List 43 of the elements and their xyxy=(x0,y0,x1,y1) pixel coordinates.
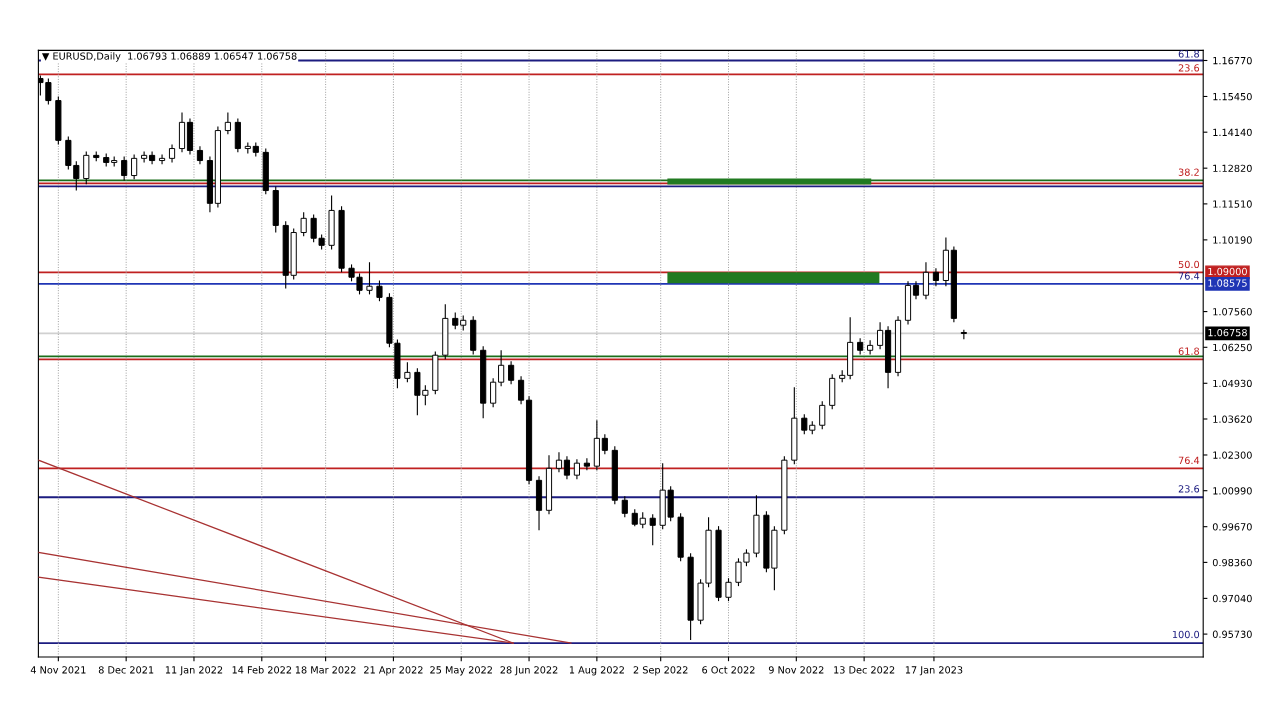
y-tick-label: 0.95730 xyxy=(1212,630,1252,638)
y-tick-label: 1.02300 xyxy=(1213,451,1252,459)
chart-title: ▼ EURUSD,Daily 1.06793 1.06889 1.06547 1.06758 xyxy=(41,52,297,62)
x-tick-label: 6 Oct 2022 xyxy=(702,666,755,674)
x-tick-label: 9 Nov 2022 xyxy=(768,666,824,674)
y-tick-label: 1.10190 xyxy=(1213,236,1252,244)
annotation: 61.8 xyxy=(1178,347,1200,355)
annotation: 23.6 xyxy=(1178,485,1200,493)
x-tick-label: 13 Dec 2022 xyxy=(834,666,895,674)
y-tick-label: 1.15450 xyxy=(1213,92,1252,101)
y-tick-label: 1.11510 xyxy=(1213,200,1252,208)
ref-line-label: 1.06758 xyxy=(1208,328,1247,337)
annotation: 38.2 xyxy=(1178,168,1199,176)
y-tick-label: 1.12820 xyxy=(1213,164,1252,173)
x-tick-label: 11 Jan 2022 xyxy=(165,666,223,676)
x-tick-label: 2 Sep 2022 xyxy=(633,666,688,676)
annotation: 100.0 xyxy=(1172,630,1200,639)
y-tick-label: 0.97040 xyxy=(1212,594,1252,603)
y-tick-label: 1.16770 xyxy=(1213,56,1252,65)
annotation: 23.6 xyxy=(1178,64,1200,72)
x-tick-label: 14 Feb 2022 xyxy=(232,666,292,674)
annotation: 76.4 xyxy=(1178,456,1200,465)
y-tick-label: 1.04930 xyxy=(1213,379,1252,388)
x-tick-label: 8 Dec 2021 xyxy=(98,666,154,674)
y-tick-label: 1.06250 xyxy=(1213,343,1252,352)
x-tick-label: 25 May 2022 xyxy=(430,666,492,676)
ref-line-label: 1.08575 xyxy=(1208,279,1247,287)
x-tick-label: 18 Mar 2022 xyxy=(295,666,356,674)
y-tick-label: 1.14140 xyxy=(1213,128,1252,137)
y-tick-label: 0.99670 xyxy=(1212,523,1252,531)
ref-line-label: 1.09000 xyxy=(1208,267,1247,276)
x-tick-label: 17 Jan 2023 xyxy=(905,666,963,676)
x-tick-label: 1 Aug 2022 xyxy=(569,666,624,676)
x-tick-label: 28 Jun 2022 xyxy=(500,666,558,676)
y-tick-label: 1.00990 xyxy=(1213,487,1252,495)
y-tick-label: 1.03620 xyxy=(1213,415,1252,423)
y-tick-label: 1.07560 xyxy=(1213,308,1252,316)
annotation: 50.0 xyxy=(1178,260,1200,269)
x-tick-label: 4 Nov 2021 xyxy=(30,666,86,674)
x-tick-label: 21 Apr 2022 xyxy=(364,666,423,676)
annotation: 76.4 xyxy=(1178,272,1200,280)
annotation: 61.8 xyxy=(1178,50,1200,58)
y-tick-label: 0.98360 xyxy=(1212,558,1252,567)
